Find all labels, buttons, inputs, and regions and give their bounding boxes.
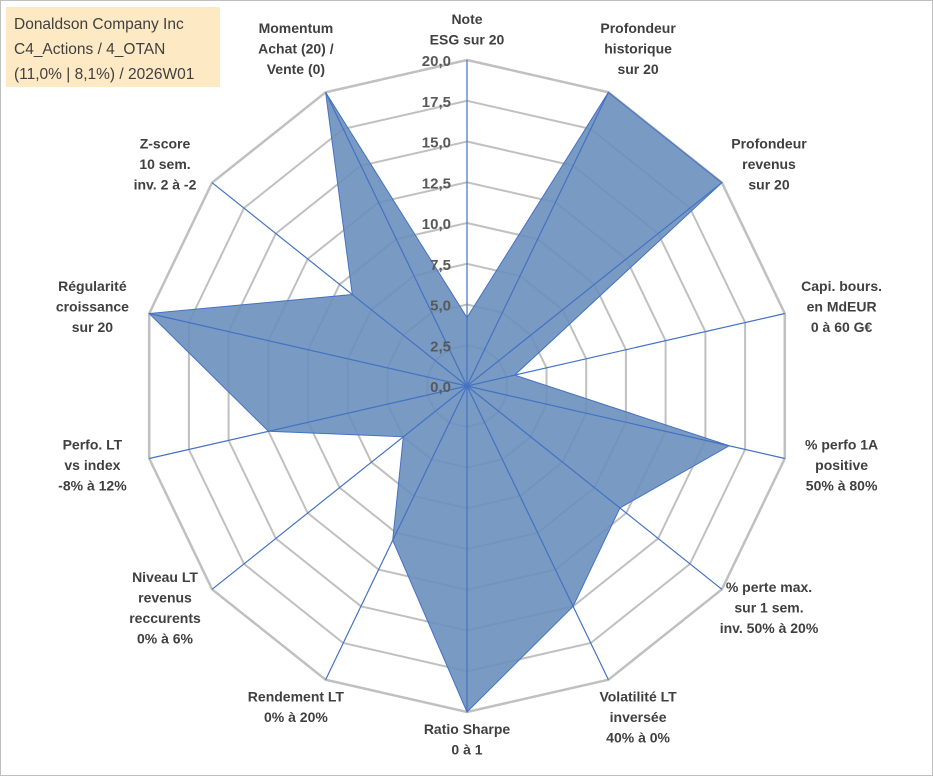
axis-label-line: 0% à 20%	[264, 709, 328, 725]
axis-spoke	[466, 182, 723, 387]
axis-spoke	[211, 182, 468, 387]
info-box: Donaldson Company Inc C4_Actions / 4_OTA…	[6, 7, 220, 87]
axis-label-line: 10 sem.	[139, 156, 190, 172]
tick-label: 5,0	[430, 298, 451, 315]
axis-label-line: 40% à 0%	[606, 730, 670, 746]
axis-label-line: Rendement LT	[248, 689, 345, 705]
axis-label: Profondeur revenus sur 20	[731, 135, 807, 192]
axis-label-line: sur 1 sem.	[734, 600, 803, 616]
tick-label: 10,0	[422, 216, 451, 233]
axis-label-line: 0 à 1	[451, 742, 482, 758]
axis-label-line: revenus	[138, 590, 192, 606]
axis-spoke	[325, 92, 468, 387]
axis-label-line: % perte max.	[726, 579, 812, 595]
axis-label-line: 0 à 60 G€	[811, 319, 873, 335]
axis-spoke	[149, 312, 468, 387]
axis-label-line: reccurents	[129, 610, 201, 626]
axis-label-line: Profondeur	[731, 135, 807, 151]
tick-label: 2,5	[430, 338, 451, 355]
axis-label-line: en MdEUR	[807, 299, 877, 315]
axis-spoke	[211, 385, 468, 590]
axis-spoke	[325, 385, 468, 680]
axis-label: Profondeur historique sur 20	[600, 20, 676, 77]
axis-label-line: Note	[451, 11, 482, 27]
axis-label: Capi. bours. en MdEUR 0 à 60 G€	[801, 278, 882, 335]
axis-spoke	[466, 385, 785, 460]
axis-label: Note ESG sur 20	[430, 11, 505, 48]
axis-spoke	[149, 385, 468, 460]
axis-spoke	[466, 385, 723, 590]
axis-label-line: -8% à 12%	[58, 478, 127, 494]
axis-label-line: Perfo. LT	[63, 437, 123, 453]
axis-label: Rendement LT 0% à 20%	[248, 689, 345, 726]
axis-label-line: Momentum	[259, 20, 334, 36]
axis-label-line: Profondeur	[600, 20, 676, 36]
axis-label-line: vs index	[64, 457, 120, 473]
axis-label-line: % perfo 1A	[805, 437, 878, 453]
axis-label: Perfo. LT vs index -8% à 12%	[58, 437, 127, 494]
tick-label: 7,5	[430, 257, 451, 274]
axis-label-line: Ratio Sharpe	[424, 721, 511, 737]
axis-label-line: Z-score	[140, 135, 191, 151]
axis-label-line: historique	[604, 40, 672, 56]
axis-label-line: inv. 2 à -2	[134, 176, 197, 192]
axis-label: Ratio Sharpe 0 à 1	[424, 721, 511, 758]
tick-label: 0,0	[430, 379, 451, 396]
axis-label-line: Capi. bours.	[801, 278, 882, 294]
axis-label-line: 0% à 6%	[137, 631, 194, 647]
info-company: Donaldson Company Inc	[14, 16, 184, 33]
axis-spoke	[466, 385, 609, 680]
axis-label: Volatilité LT inversée 40% à 0%	[599, 689, 677, 746]
axis-label-line: Niveau LT	[132, 569, 198, 585]
axis-label-line: inversée	[610, 709, 667, 725]
tick-label: 17,5	[422, 94, 451, 111]
axis-label: Régularité croissance sur 20	[56, 278, 129, 335]
axis-label-line: sur 20	[72, 319, 113, 335]
axis-label-line: ESG sur 20	[430, 32, 505, 48]
axis-label-line: Vente (0)	[267, 61, 325, 77]
axis-spoke	[466, 92, 609, 387]
axis-label-line: revenus	[742, 156, 796, 172]
axis-spoke	[466, 312, 785, 387]
axis-label-line: Achat (20) /	[258, 40, 334, 56]
axis-label-line: inv. 50% à 20%	[720, 620, 819, 636]
axis-label: Momentum Achat (20) / Vente (0)	[258, 20, 334, 77]
axis-label: Z-score 10 sem. inv. 2 à -2	[134, 135, 197, 192]
axis-label-line: positive	[815, 457, 868, 473]
axis-label: Niveau LT revenus reccurents 0% à 6%	[129, 569, 201, 647]
axis-label: % perfo 1A positive 50% à 80%	[805, 437, 878, 494]
axis-label: % perte max. sur 1 sem. inv. 50% à 20%	[720, 579, 819, 636]
axis-label-line: 50% à 80%	[806, 478, 878, 494]
axis-label-line: sur 20	[748, 176, 789, 192]
tick-label: 20,0	[422, 53, 451, 70]
axis-label-line: sur 20	[617, 61, 658, 77]
info-stats: (11,0% | 8,1%) / 2026W01	[14, 66, 195, 83]
tick-label: 12,5	[422, 175, 451, 192]
axis-label-line: Volatilité LT	[599, 689, 677, 705]
axis-label-line: croissance	[56, 299, 129, 315]
info-category: C4_Actions / 4_OTAN	[14, 41, 166, 58]
tick-label: 15,0	[422, 135, 451, 152]
axis-label-line: Régularité	[58, 278, 127, 294]
